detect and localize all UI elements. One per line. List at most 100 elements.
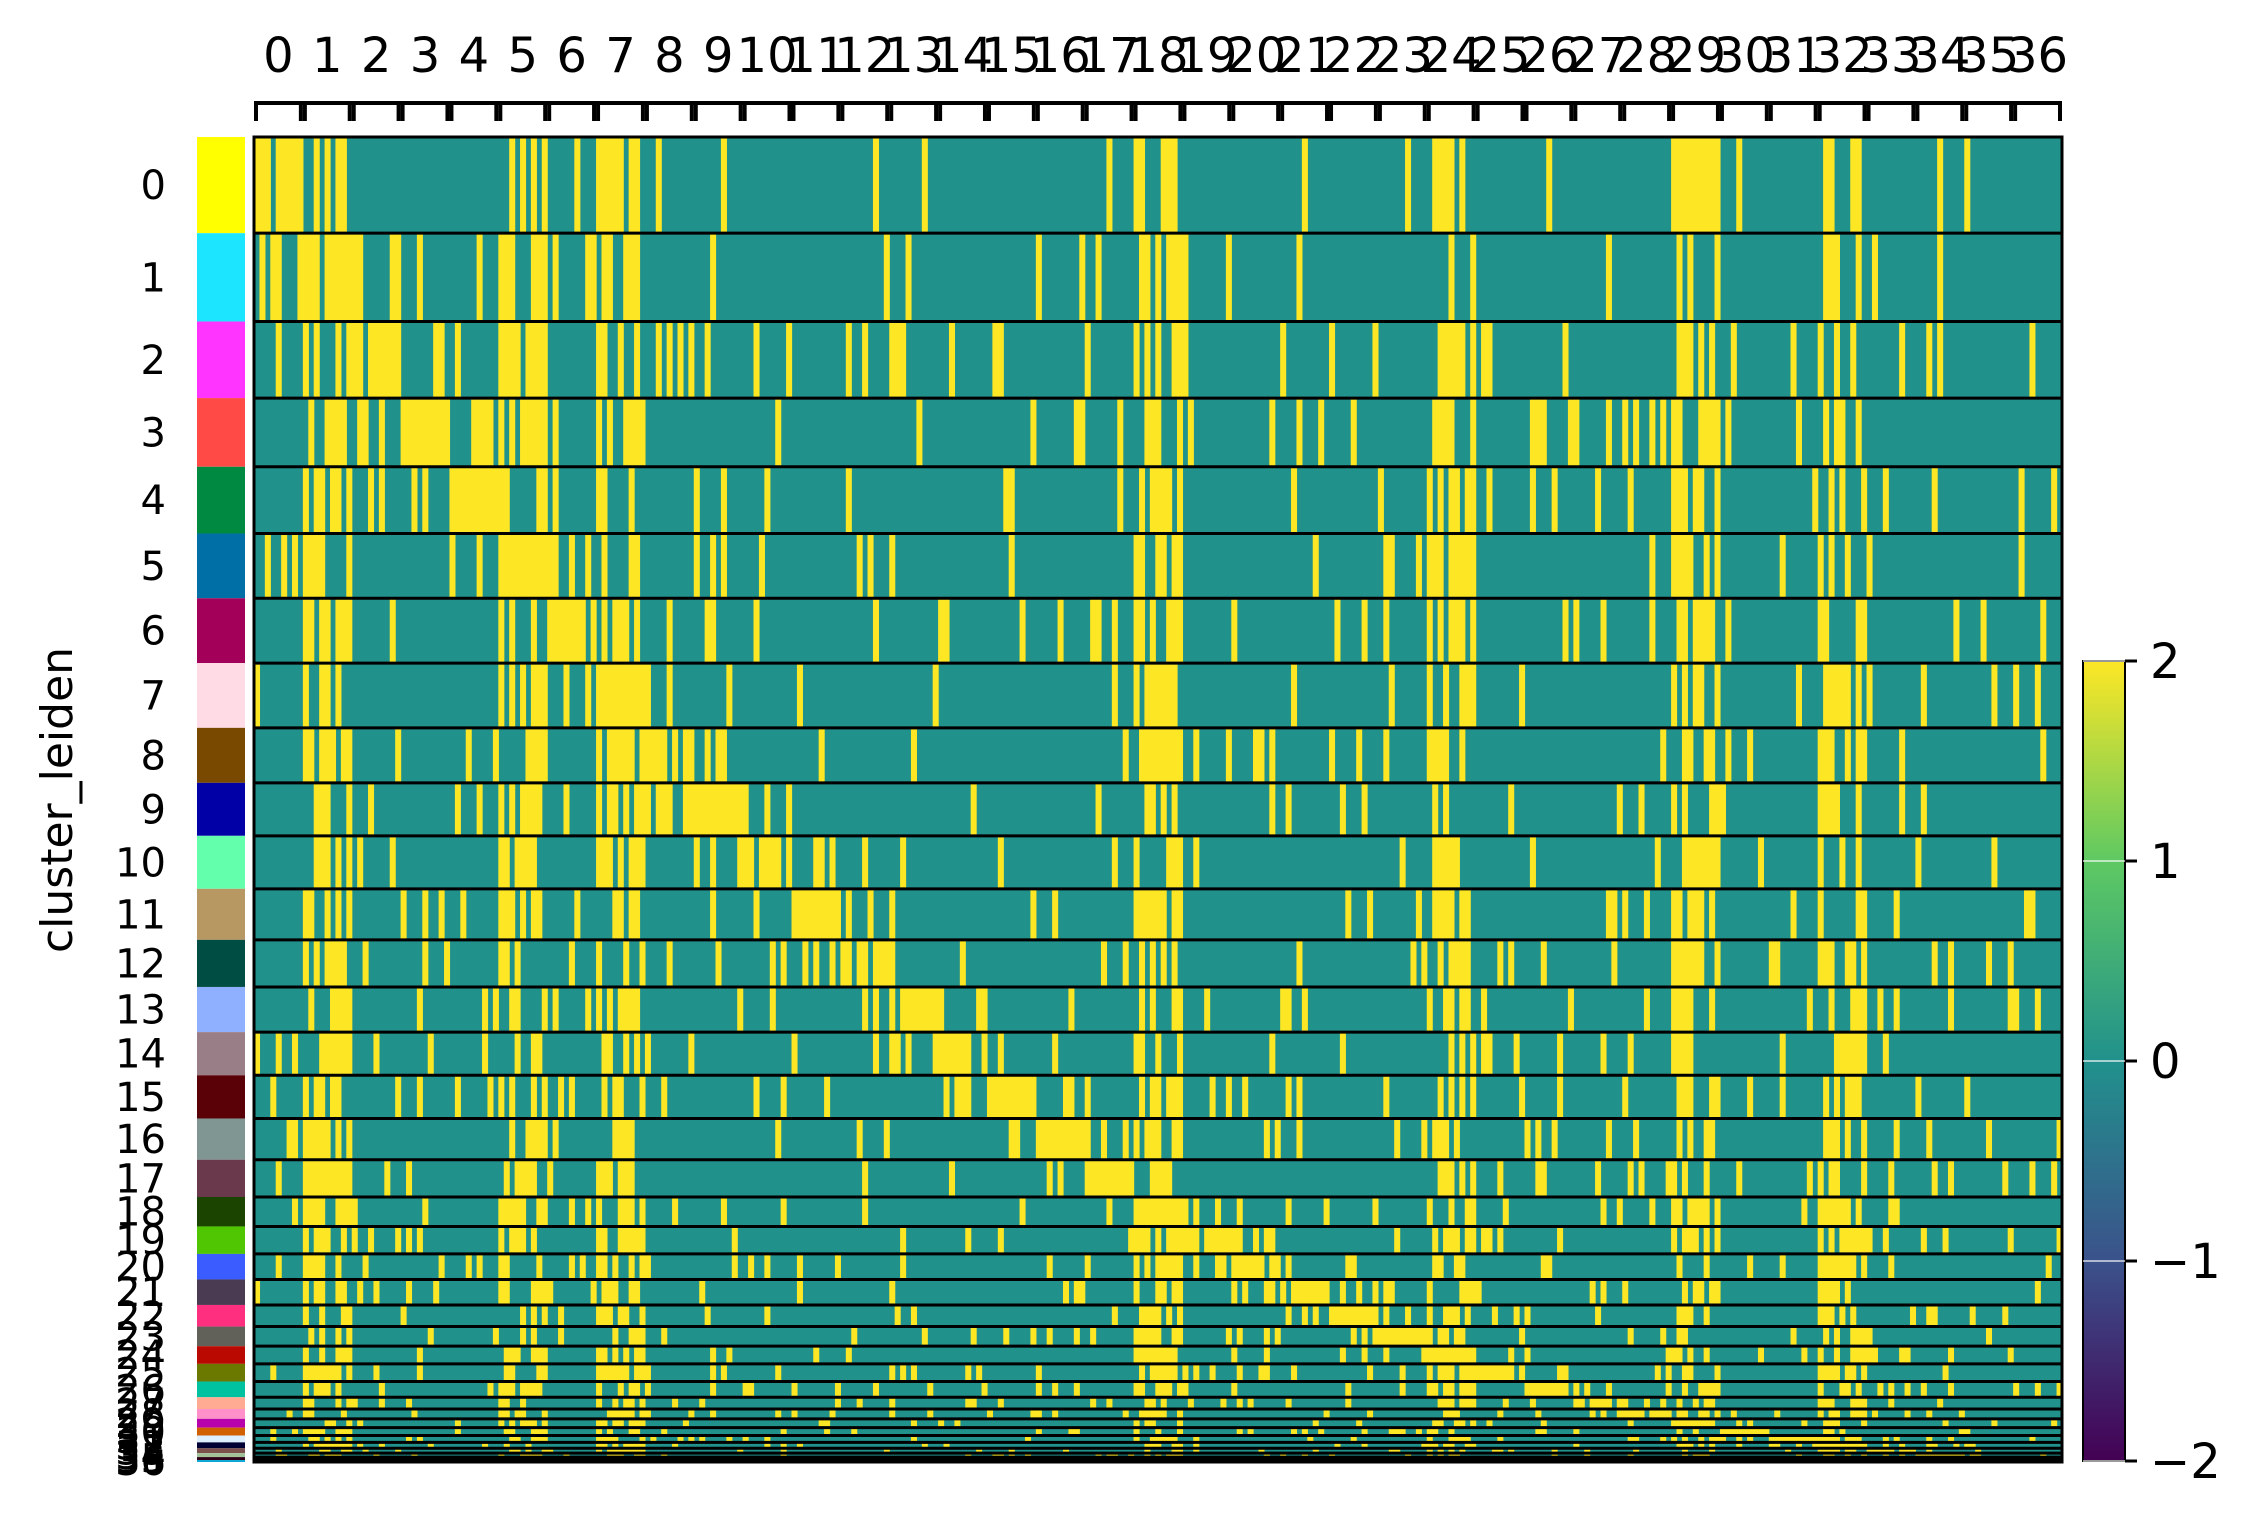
- heat-cell: [1676, 1418, 1683, 1428]
- heat-cell: [1567, 986, 1574, 1033]
- heat-cell: [1383, 1075, 1390, 1119]
- heat-cell: [1052, 888, 1059, 940]
- heat-cell: [1681, 1418, 1688, 1428]
- heat-cell: [1817, 1197, 1824, 1227]
- heat-cell: [1850, 939, 1857, 987]
- heat-cell: [824, 888, 831, 940]
- heat-cell: [286, 1118, 293, 1160]
- heat-cell: [313, 1197, 320, 1227]
- heat-cell: [1692, 1418, 1699, 1428]
- heat-cell: [921, 1442, 928, 1449]
- heat-cell: [1823, 1397, 1830, 1409]
- heat-cell: [606, 1453, 613, 1458]
- heat-cell: [1871, 1409, 1878, 1419]
- heat-cell: [579, 1253, 586, 1280]
- heat-cell: [666, 939, 673, 987]
- heat-cell: [1193, 1435, 1200, 1443]
- heat-cell: [1453, 835, 1460, 889]
- heat-cell: [585, 663, 592, 728]
- heat-cell: [1177, 986, 1184, 1033]
- heat-cell: [1947, 1435, 1955, 1443]
- heat-cell: [1177, 466, 1184, 534]
- heat-cell: [1171, 1253, 1178, 1280]
- heat-cell: [634, 1453, 641, 1458]
- heat-cell: [1459, 1032, 1466, 1076]
- heat-cell: [1546, 1253, 1553, 1280]
- heat-cell: [492, 986, 499, 1033]
- heat-cell: [1681, 1448, 1688, 1454]
- heat-cell: [1833, 1448, 1840, 1454]
- heat-cell: [1394, 1448, 1401, 1454]
- heat-cell: [1008, 1453, 1015, 1458]
- heat-cell: [1443, 1409, 1450, 1419]
- heat-cell: [498, 1418, 505, 1428]
- cluster-color-14: [197, 1032, 245, 1076]
- heat-cell: [1437, 321, 1444, 399]
- heat-cell: [541, 398, 548, 467]
- heat-cell: [1410, 1326, 1417, 1347]
- heat-cell: [1171, 533, 1178, 599]
- heat-cell: [2013, 663, 2020, 728]
- heat-cell: [1388, 1279, 1395, 1305]
- heat-cell: [1828, 1304, 1835, 1327]
- heat-cell: [1937, 1453, 1944, 1458]
- heat-cell: [1177, 598, 1184, 664]
- heat-cell: [1312, 1448, 1319, 1454]
- heat-cell: [1106, 1397, 1113, 1409]
- heat-cell: [530, 1279, 537, 1305]
- heat-cell: [335, 1032, 342, 1076]
- heatmap-row-30: [270, 1427, 1971, 1436]
- heat-cell: [1155, 1075, 1162, 1119]
- heat-cell: [1714, 1226, 1721, 1254]
- heat-cell: [346, 321, 353, 399]
- heat-cell: [1437, 533, 1444, 599]
- heat-cell: [509, 1197, 516, 1227]
- cluster-label-24: 24: [115, 1333, 166, 1379]
- heat-cell: [1350, 1253, 1357, 1280]
- heat-cell: [606, 398, 613, 467]
- heat-cell: [395, 321, 402, 399]
- heat-cell: [1665, 1363, 1672, 1382]
- heat-cell: [634, 1279, 641, 1305]
- heat-cell: [574, 137, 581, 234]
- heat-cell: [1437, 598, 1444, 664]
- cluster-label-3: 3: [141, 410, 166, 456]
- heat-cell: [1166, 835, 1173, 889]
- heat-cell: [536, 1032, 543, 1076]
- heat-cell: [313, 1075, 320, 1119]
- heat-cell: [623, 939, 630, 987]
- heat-cell: [444, 398, 451, 467]
- heat-cell: [634, 782, 641, 836]
- heat-cell: [2013, 986, 2020, 1033]
- heat-cell: [357, 835, 364, 889]
- heat-cell: [1660, 1409, 1667, 1419]
- heat-cell: [1084, 1075, 1091, 1119]
- heat-cell: [1155, 663, 1162, 728]
- heat-cell: [829, 1409, 836, 1419]
- heat-cell: [1253, 727, 1260, 783]
- heat-cell: [281, 533, 288, 599]
- heat-cell: [1524, 1304, 1531, 1327]
- heat-cell: [1155, 1032, 1162, 1076]
- heat-cell: [710, 835, 717, 889]
- heat-cell: [1861, 1453, 1868, 1458]
- heat-cell: [634, 1326, 641, 1347]
- heat-cell: [1833, 1159, 1840, 1197]
- heat-cell: [498, 321, 505, 399]
- heat-cell: [503, 1346, 510, 1364]
- heat-cell: [340, 1427, 347, 1436]
- heat-cell: [742, 835, 749, 889]
- heat-cell: [1801, 1418, 1808, 1428]
- heatmap-row-13: [308, 986, 2041, 1033]
- heat-cell: [1893, 1197, 1900, 1227]
- heat-cell: [1383, 533, 1390, 599]
- heat-cell: [1334, 598, 1341, 664]
- heat-cell: [764, 835, 771, 889]
- heat-cell: [552, 1118, 559, 1160]
- heat-cell: [1209, 1075, 1216, 1119]
- heat-cell: [1312, 1418, 1319, 1428]
- heat-cell: [1833, 1197, 1840, 1227]
- heat-cell: [509, 1427, 516, 1436]
- heat-cell: [1687, 835, 1694, 889]
- heat-cell: [514, 835, 521, 889]
